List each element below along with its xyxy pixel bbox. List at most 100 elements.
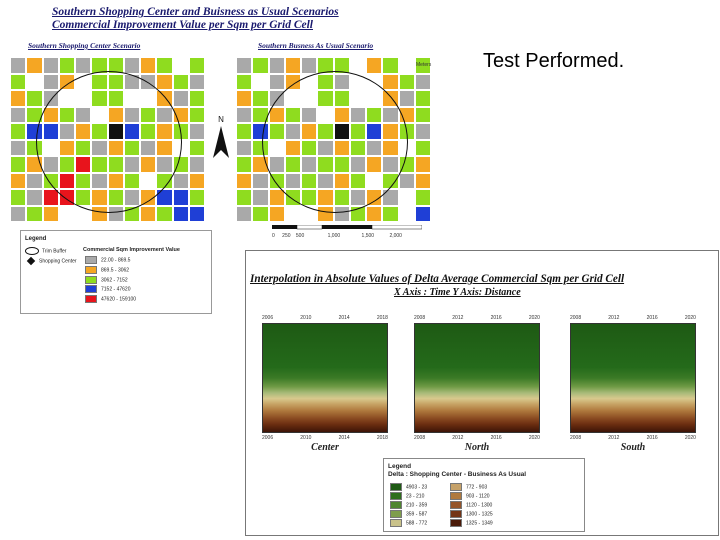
grid-cell — [188, 106, 205, 123]
delta-range-label: 1120 - 1300 — [466, 502, 493, 509]
legend-swatch — [390, 501, 402, 509]
grid-cell — [10, 73, 27, 90]
year-tick: 2020 — [684, 315, 696, 321]
legend-swatch — [450, 492, 462, 500]
grid-cell — [172, 172, 189, 189]
grid-cell — [188, 205, 205, 222]
delta-legend-item: 772 - 903 — [450, 483, 487, 491]
delta-range-label: 210 - 359 — [406, 502, 428, 509]
delta-range-label: 772 - 903 — [466, 484, 488, 491]
year-tick: 2006 — [262, 435, 274, 441]
year-tick: 2012 — [452, 435, 464, 441]
year-tick: 2020 — [528, 435, 540, 441]
grid-cell — [26, 205, 43, 222]
grid-cell — [252, 57, 269, 74]
grid-cell — [42, 57, 59, 74]
grid-cell — [236, 189, 253, 206]
interp-heatmap — [414, 323, 540, 433]
legend-swatch — [450, 501, 462, 509]
grid-cell — [188, 57, 205, 74]
grid-cell — [398, 90, 415, 107]
delta-legend-item: 359 - 587 — [390, 510, 427, 518]
panel-label: North — [464, 442, 490, 453]
grid-cell — [236, 123, 253, 140]
grid-cell — [382, 57, 399, 74]
value-legend-list: 22.00 - 869.5 869.5 - 3062 3062 - 7152 7152… — [85, 256, 136, 305]
scale-tick: 2,000 — [389, 233, 402, 239]
grid-cell — [10, 189, 27, 206]
grid-cell — [236, 172, 253, 189]
grid-cell — [10, 205, 27, 222]
grid-cell — [188, 156, 205, 173]
year-tick: 2012 — [608, 435, 620, 441]
scale-unit: Meters — [416, 62, 432, 68]
legend-shopping-item: Shopping Center — [25, 256, 77, 266]
grid-cell — [301, 57, 318, 74]
delta-legend-item: 903 - 1120 — [450, 492, 490, 500]
grid-cell — [398, 73, 415, 90]
grid-cell — [414, 123, 431, 140]
delta-legend-item: 1300 - 1325 — [450, 510, 493, 518]
grid-cell — [10, 90, 27, 107]
grid-cell — [236, 139, 253, 156]
grid-cell — [268, 57, 285, 74]
year-tick: 2008 — [414, 435, 426, 441]
value-legend-title: Commercial Sqm Improvement Value — [83, 247, 180, 253]
year-tick: 2016 — [490, 315, 502, 321]
grid-cell — [172, 73, 189, 90]
grid-cell — [172, 57, 189, 74]
grid-cell — [10, 106, 27, 123]
grid-cell — [156, 205, 173, 222]
scale-tick: 0 — [272, 233, 275, 239]
maps-title-line2: Commercial Improvement Value per Sqm per… — [52, 19, 313, 31]
grid-cell — [26, 172, 43, 189]
grid-cell — [26, 189, 43, 206]
year-tick: 2006 — [262, 315, 274, 321]
grid-cell — [188, 172, 205, 189]
grid-cell — [75, 57, 92, 74]
legend-range-label: 22.00 - 869.5 — [101, 257, 131, 264]
delta-legend-item: 588 - 772 — [390, 519, 427, 527]
legend-swatch — [85, 295, 97, 304]
legend-range-label: 869.5 - 3062 — [101, 267, 130, 274]
year-tick: 2018 — [376, 315, 388, 321]
panel-label: South — [620, 442, 646, 453]
grid-cell — [42, 73, 59, 90]
grid-cell — [252, 90, 269, 107]
legend-swatch — [85, 256, 97, 264]
legend-swatch — [390, 519, 402, 527]
map-legend: Legend Trim Buffer Shopping Center Comme… — [20, 230, 212, 314]
value-legend-item: 47620 - 159100 — [85, 295, 136, 305]
grid-cell — [188, 123, 205, 140]
interp-heatmap — [262, 323, 388, 433]
scale-bar: 0 250 500 1,000 1,500 2,000 — [272, 225, 422, 245]
legend-range-label: 47620 - 159100 — [101, 296, 137, 303]
grid-cell — [10, 139, 27, 156]
legend-range-label: 3062 - 7152 — [101, 276, 128, 283]
legend-swatch — [390, 483, 402, 491]
map-legend-title: Legend — [25, 236, 47, 242]
left-map-label: Southern Shopping Center Scenario — [28, 41, 141, 50]
maps-title-line1: Southern Shopping Center and Buisness as… — [52, 6, 339, 18]
north-arrow-icon: N — [211, 115, 231, 160]
grid-cell — [236, 156, 253, 173]
left-buffer-ring — [36, 71, 182, 213]
delta-range-label: 903 - 1120 — [466, 493, 490, 500]
grid-cell — [58, 205, 75, 222]
value-legend-item: 22.00 - 869.5 — [85, 256, 136, 266]
delta-range-label: 359 - 587 — [406, 511, 428, 518]
delta-legend-item: 4903 - 23 — [390, 483, 427, 491]
grid-cell — [414, 90, 431, 107]
year-tick: 2012 — [608, 315, 620, 321]
grid-cell — [156, 73, 173, 90]
grid-cell — [236, 57, 253, 74]
grid-cell — [252, 189, 269, 206]
delta-legend-item: 1325 - 1349 — [450, 519, 493, 527]
grid-cell — [42, 205, 59, 222]
grid-cell — [140, 57, 157, 74]
grid-cell — [42, 189, 59, 206]
grid-cell — [236, 106, 253, 123]
value-legend-item: 3062 - 7152 — [85, 275, 136, 286]
year-tick: 2010 — [300, 435, 312, 441]
grid-cell — [398, 189, 415, 206]
